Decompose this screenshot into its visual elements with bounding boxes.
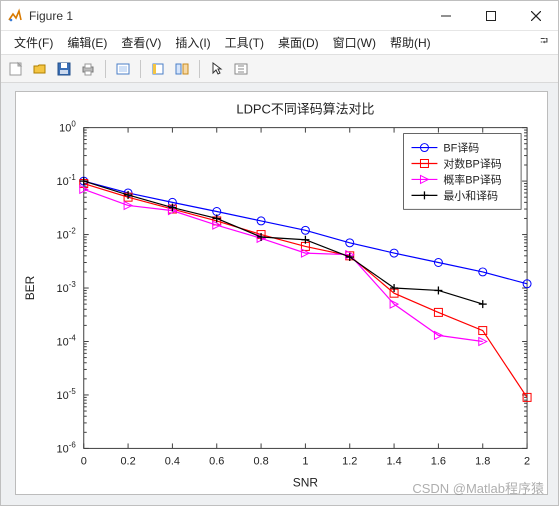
svg-text:10-1: 10-1 — [57, 173, 77, 188]
svg-text:概率BP译码: 概率BP译码 — [443, 172, 501, 186]
svg-text:0.8: 0.8 — [253, 455, 268, 467]
svg-text:0.6: 0.6 — [209, 455, 224, 467]
svg-text:1.8: 1.8 — [475, 455, 490, 467]
layout-split-button[interactable] — [171, 58, 193, 80]
title-bar[interactable]: Figure 1 — [1, 1, 558, 31]
save-button[interactable] — [53, 58, 75, 80]
svg-text:10-4: 10-4 — [57, 333, 77, 348]
menu-insert[interactable]: 插入(I) — [168, 34, 217, 51]
svg-text:1.4: 1.4 — [386, 455, 401, 467]
svg-text:BF译码: BF译码 — [443, 142, 479, 155]
menu-desktop[interactable]: 桌面(D) — [271, 34, 326, 51]
svg-text:10-6: 10-6 — [57, 440, 77, 455]
plot-area: LDPC不同译码算法对比 0 0.2 0.4 0.6 0.8 1 1.2 1.4 1.6 1.8 2 S… — [1, 83, 558, 505]
svg-text:2: 2 — [524, 455, 530, 467]
svg-text:1.6: 1.6 — [431, 455, 446, 467]
print-preview-button[interactable] — [112, 58, 134, 80]
svg-text:10-3: 10-3 — [57, 280, 77, 295]
svg-text:SNR: SNR — [293, 475, 319, 489]
window-controls — [423, 1, 558, 30]
menu-bar: 文件(F) 编辑(E) 查看(V) 插入(I) 工具(T) 桌面(D) 窗口(W… — [1, 31, 558, 55]
figure-window: Figure 1 文件(F) 编辑(E) 查看(V) 插入(I) 工具(T) 桌… — [0, 0, 559, 506]
svg-text:1.2: 1.2 — [342, 455, 357, 467]
close-button[interactable] — [513, 1, 558, 30]
chart-svg: LDPC不同译码算法对比 0 0.2 0.4 0.6 0.8 1 1.2 1.4 1.6 1.8 2 S… — [16, 92, 547, 494]
menu-window[interactable]: 窗口(W) — [326, 34, 383, 51]
plot-canvas: LDPC不同译码算法对比 0 0.2 0.4 0.6 0.8 1 1.2 1.4 1.6 1.8 2 S… — [15, 91, 548, 495]
svg-text:0: 0 — [81, 455, 87, 467]
svg-text:100: 100 — [59, 120, 76, 135]
svg-text:0.4: 0.4 — [165, 455, 180, 467]
minimize-button[interactable] — [423, 1, 468, 30]
tool-bar — [1, 55, 558, 83]
pointer-button[interactable] — [206, 58, 228, 80]
svg-text:1: 1 — [302, 455, 308, 467]
menu-tools[interactable]: 工具(T) — [218, 34, 271, 51]
window-title: Figure 1 — [29, 9, 423, 23]
menu-edit[interactable]: 编辑(E) — [60, 34, 114, 51]
svg-text:最小和译码: 最小和译码 — [443, 189, 498, 202]
print-button[interactable] — [77, 58, 99, 80]
layout-single-button[interactable] — [147, 58, 169, 80]
svg-text:10-2: 10-2 — [57, 227, 77, 242]
svg-text:对数BP译码: 对数BP译码 — [443, 156, 501, 170]
svg-text:BER: BER — [23, 275, 37, 300]
menu-file[interactable]: 文件(F) — [7, 34, 60, 51]
svg-text:10-5: 10-5 — [57, 387, 77, 402]
menu-help[interactable]: 帮助(H) — [383, 34, 438, 51]
svg-text:LDPC不同译码算法对比: LDPC不同译码算法对比 — [236, 102, 374, 117]
menu-view[interactable]: 查看(V) — [114, 34, 168, 51]
maximize-button[interactable] — [468, 1, 513, 30]
data-tips-button[interactable] — [230, 58, 252, 80]
open-button[interactable] — [29, 58, 51, 80]
toolbar-overflow-icon[interactable]: ⮒ — [540, 34, 552, 51]
matlab-app-icon — [7, 8, 23, 24]
new-figure-button[interactable] — [5, 58, 27, 80]
svg-text:0.2: 0.2 — [120, 455, 135, 467]
